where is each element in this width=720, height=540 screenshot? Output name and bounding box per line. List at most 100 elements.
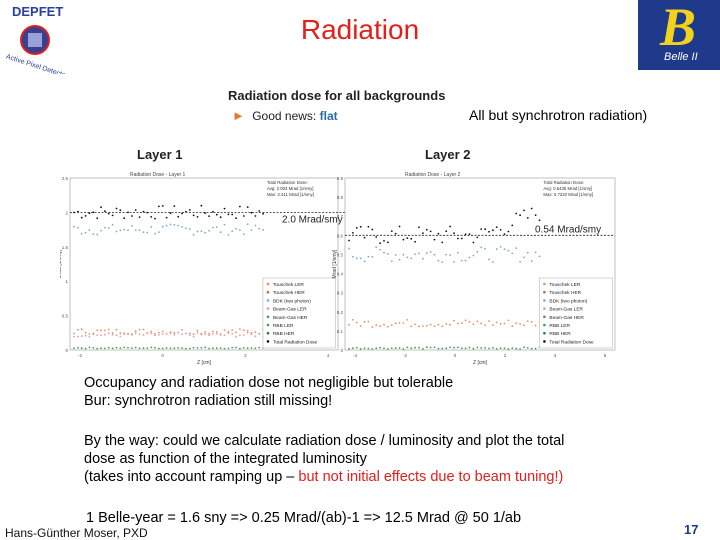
occupancy-line-1: Occupancy and radiation dose not negligi…: [84, 375, 454, 391]
data-point-touschek-ler: [488, 320, 490, 322]
data-point-total-radiation-dose: [441, 241, 444, 244]
data-point-touschek-ler: [441, 325, 444, 328]
data-point-touschek-ler: [80, 328, 83, 331]
depfet-logo: DEPFET Active Pixel Detector: [5, 4, 69, 74]
data-point-rbb-ler: [352, 347, 354, 350]
data-point-beam-gas-ler: [235, 335, 238, 338]
legend-entry: Touschek LER: [273, 282, 304, 288]
data-point-beam-gas-ler: [223, 334, 226, 336]
data-point-bdk-two-photon-: [235, 227, 238, 230]
data-point-rbb-ler: [480, 347, 483, 349]
data-point-bdk-two-photon-: [219, 231, 222, 234]
data-point-total-radiation-dose: [480, 228, 483, 230]
data-point-touschek-ler: [104, 329, 106, 332]
legend-marker: [266, 331, 270, 335]
data-point-bdk-two-photon-: [418, 252, 420, 255]
data-point-total-radiation-dose: [254, 215, 257, 217]
legend-marker: [266, 340, 270, 343]
data-point-rbb-ler: [181, 347, 183, 350]
data-point-touschek-ler: [119, 332, 122, 335]
data-point-total-radiation-dose: [367, 225, 370, 228]
legend-marker: [266, 315, 270, 319]
legend-marker: [266, 299, 270, 302]
data-point-rbb-ler: [457, 346, 459, 349]
data-point-bdk-two-photon-: [422, 257, 424, 260]
data-point-touschek-ler: [239, 328, 241, 330]
panel-heading: Radiation dose for all backgrounds: [228, 88, 446, 103]
data-point-touschek-ler: [73, 332, 75, 335]
legend-marker: [266, 323, 270, 327]
data-point-touschek-ler: [492, 324, 494, 326]
data-point-touschek-ler: [371, 326, 374, 328]
data-point-total-radiation-dose: [104, 210, 106, 213]
data-point-total-radiation-dose: [154, 217, 156, 220]
legend-marker: [266, 290, 270, 294]
data-point-rbb-ler: [410, 347, 413, 350]
data-point-total-radiation-dose: [80, 216, 83, 219]
data-point-rbb-ler: [445, 347, 448, 350]
data-point-total-radiation-dose: [453, 232, 455, 235]
data-point-rbb-ler: [107, 346, 110, 349]
data-point-total-radiation-dose: [262, 212, 264, 215]
data-point-touschek-ler: [223, 329, 226, 331]
footer-author: Hans-Günther Moser, PXD: [5, 526, 148, 540]
data-point-touschek-ler: [511, 325, 514, 328]
data-point-touschek-ler: [359, 325, 362, 327]
data-point-rbb-ler: [208, 347, 211, 350]
data-point-bdk-two-photon-: [123, 228, 126, 231]
data-point-beam-gas-ler: [181, 333, 183, 336]
data-point-beam-gas-ler: [161, 333, 164, 335]
data-point-bdk-two-photon-: [453, 261, 455, 263]
reference-annotation: 2.0 Mrad/smy: [282, 214, 343, 225]
data-point-touschek-ler: [418, 325, 420, 328]
data-point-total-radiation-dose: [398, 225, 401, 228]
data-point-beam-gas-ler: [200, 333, 203, 336]
data-point-bdk-two-photon-: [523, 256, 525, 259]
data-point-bdk-two-photon-: [468, 256, 471, 259]
data-point-touschek-ler: [375, 324, 378, 327]
data-point-touschek-ler: [460, 322, 463, 324]
data-point-touschek-ler: [100, 329, 102, 332]
data-point-touschek-ler: [523, 324, 525, 327]
data-point-bdk-two-photon-: [507, 249, 510, 252]
btw-line-1: By the way: could we calculate radiation…: [84, 433, 565, 449]
logo-ring-text: Active Pixel Detector: [5, 53, 69, 74]
y-tick-label: 0: [340, 348, 343, 353]
data-point-bdk-two-photon-: [77, 227, 79, 229]
x-tick-label: -4: [353, 353, 357, 358]
data-point-bdk-two-photon-: [223, 223, 226, 226]
data-point-touschek-ler: [390, 324, 393, 326]
data-point-beam-gas-ler: [192, 335, 195, 338]
data-point-bdk-two-photon-: [410, 257, 413, 260]
x-tick-label: -2: [403, 353, 407, 358]
btw-line-3a: (takes into account ramping up –: [84, 469, 299, 485]
data-point-bdk-two-photon-: [484, 247, 486, 250]
data-point-total-radiation-dose: [383, 240, 385, 242]
data-point-total-radiation-dose: [196, 216, 199, 218]
legend-entry: Beam-Gas LER: [273, 307, 307, 313]
data-point-bdk-two-photon-: [371, 255, 374, 258]
data-point-touschek-ler: [142, 328, 145, 331]
x-tick-label: -2: [78, 353, 82, 358]
data-point-total-radiation-dose: [223, 207, 226, 210]
data-point-bdk-two-photon-: [526, 251, 529, 254]
data-point-touschek-ler: [204, 331, 207, 333]
data-point-touschek-ler: [534, 324, 537, 327]
legend-marker: [543, 307, 546, 310]
legend-marker: [543, 331, 546, 335]
data-point-bdk-two-photon-: [215, 226, 218, 228]
data-point-bdk-two-photon-: [538, 255, 541, 258]
data-point-bdk-two-photon-: [476, 250, 479, 253]
legend-marker: [543, 282, 546, 286]
data-point-beam-gas-ler: [127, 333, 129, 336]
data-point-rbb-ler: [96, 347, 99, 350]
data-point-bdk-two-photon-: [212, 226, 214, 229]
chart-layer-2: Layer 2 Radiation Dose - Layer 2 0 0.1 0.2 0.…: [332, 147, 616, 366]
data-point-touschek-ler: [484, 324, 486, 326]
x-tick-label: 6: [604, 353, 607, 358]
legend-entry: Beam-Gas LER: [549, 307, 583, 313]
data-point-bdk-two-photon-: [534, 251, 537, 254]
data-point-rbb-ler: [375, 347, 378, 350]
data-point-touschek-ler: [208, 332, 211, 335]
data-point-touschek-ler: [196, 329, 199, 332]
